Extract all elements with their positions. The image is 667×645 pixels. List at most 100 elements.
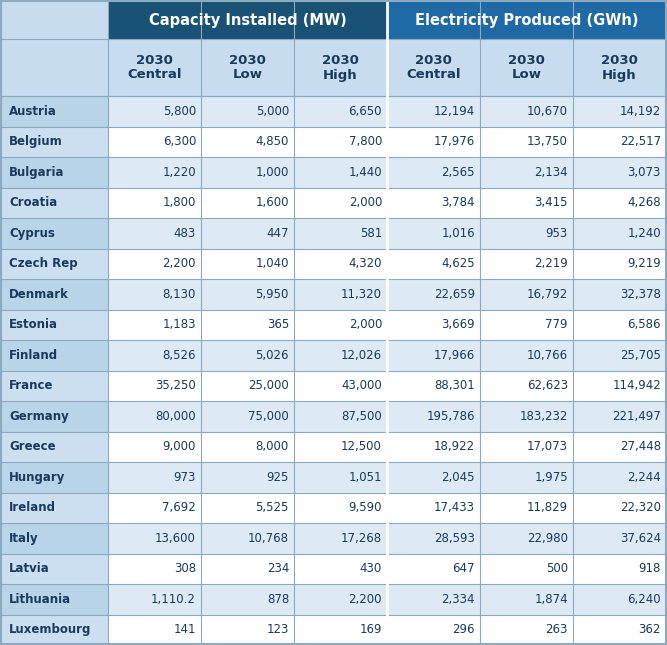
Text: Greece: Greece: [9, 441, 55, 453]
Bar: [573, 553, 666, 584]
Text: 263: 263: [546, 623, 568, 636]
Bar: [387, 157, 480, 188]
Text: 27,448: 27,448: [620, 441, 661, 453]
Text: 500: 500: [546, 562, 568, 575]
Text: 2,219: 2,219: [534, 257, 568, 270]
Text: 3,784: 3,784: [442, 196, 475, 209]
Bar: [201, 279, 294, 310]
Bar: [294, 248, 387, 279]
Bar: [1, 310, 108, 340]
Bar: [201, 188, 294, 218]
Text: 925: 925: [267, 471, 289, 484]
Text: Czech Rep: Czech Rep: [9, 257, 77, 270]
Bar: [480, 126, 573, 157]
Text: 1,440: 1,440: [348, 166, 382, 179]
Text: 75,000: 75,000: [248, 410, 289, 422]
Text: 1,016: 1,016: [442, 227, 475, 240]
Bar: [201, 462, 294, 493]
Bar: [108, 126, 201, 157]
Text: 11,829: 11,829: [527, 501, 568, 514]
Bar: [294, 157, 387, 188]
Text: 88,301: 88,301: [434, 379, 475, 392]
Text: Cyprus: Cyprus: [9, 227, 55, 240]
Bar: [573, 523, 666, 553]
Text: Hungary: Hungary: [9, 471, 65, 484]
Text: 5,026: 5,026: [255, 349, 289, 362]
Bar: [1, 615, 108, 645]
Bar: [573, 340, 666, 370]
Text: 17,966: 17,966: [434, 349, 475, 362]
Text: 2,134: 2,134: [534, 166, 568, 179]
Bar: [387, 370, 480, 401]
Text: 22,980: 22,980: [527, 531, 568, 545]
Bar: [387, 188, 480, 218]
Text: 1,600: 1,600: [255, 196, 289, 209]
Bar: [201, 96, 294, 126]
Bar: [294, 432, 387, 462]
Text: 80,000: 80,000: [155, 410, 196, 422]
Bar: [387, 493, 480, 523]
Bar: [573, 157, 666, 188]
Text: 22,517: 22,517: [620, 135, 661, 148]
Text: 12,026: 12,026: [341, 349, 382, 362]
Bar: [387, 401, 480, 432]
Bar: [108, 218, 201, 248]
Text: 296: 296: [452, 623, 475, 636]
Bar: [480, 401, 573, 432]
Bar: [1, 401, 108, 432]
Text: 87,500: 87,500: [342, 410, 382, 422]
Bar: [108, 432, 201, 462]
Bar: [201, 157, 294, 188]
Bar: [201, 310, 294, 340]
Text: 362: 362: [638, 623, 661, 636]
Bar: [387, 584, 480, 615]
Bar: [387, 218, 480, 248]
Bar: [108, 96, 201, 126]
Text: 37,624: 37,624: [620, 531, 661, 545]
Text: 1,874: 1,874: [534, 593, 568, 606]
Text: 1,051: 1,051: [348, 471, 382, 484]
Text: 878: 878: [267, 593, 289, 606]
Text: 8,000: 8,000: [255, 441, 289, 453]
Bar: [108, 493, 201, 523]
Text: 22,659: 22,659: [434, 288, 475, 301]
Text: 581: 581: [360, 227, 382, 240]
Bar: [1, 370, 108, 401]
Text: 2,200: 2,200: [163, 257, 196, 270]
Text: 8,526: 8,526: [163, 349, 196, 362]
Text: 1,040: 1,040: [255, 257, 289, 270]
Text: 1,000: 1,000: [255, 166, 289, 179]
Bar: [387, 248, 480, 279]
Bar: [201, 493, 294, 523]
Bar: [294, 523, 387, 553]
Text: Lithuania: Lithuania: [9, 593, 71, 606]
Bar: [387, 462, 480, 493]
Bar: [108, 462, 201, 493]
Text: 17,073: 17,073: [527, 441, 568, 453]
Bar: [108, 310, 201, 340]
Bar: [573, 96, 666, 126]
Bar: [201, 370, 294, 401]
Bar: [294, 493, 387, 523]
Bar: [573, 126, 666, 157]
Bar: [108, 370, 201, 401]
Text: 10,766: 10,766: [527, 349, 568, 362]
Bar: [294, 401, 387, 432]
Text: 1,240: 1,240: [628, 227, 661, 240]
Bar: [387, 310, 480, 340]
Bar: [573, 584, 666, 615]
Bar: [201, 523, 294, 553]
Text: 123: 123: [267, 623, 289, 636]
Bar: [480, 523, 573, 553]
Bar: [480, 584, 573, 615]
Text: 430: 430: [360, 562, 382, 575]
Text: 2,334: 2,334: [442, 593, 475, 606]
Bar: [294, 39, 387, 96]
Bar: [1, 340, 108, 370]
Text: 953: 953: [546, 227, 568, 240]
Bar: [201, 615, 294, 645]
Bar: [294, 279, 387, 310]
Bar: [480, 39, 573, 96]
Bar: [1, 493, 108, 523]
Text: Germany: Germany: [9, 410, 69, 422]
